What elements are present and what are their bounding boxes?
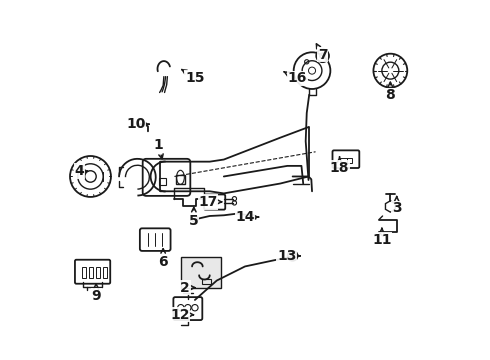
Text: 11: 11	[372, 229, 392, 247]
Text: 7: 7	[317, 44, 327, 62]
Bar	[103, 267, 107, 278]
Text: 1: 1	[154, 138, 164, 159]
Text: 13: 13	[277, 249, 300, 263]
Bar	[340, 158, 346, 163]
Bar	[96, 267, 100, 278]
Bar	[159, 177, 166, 185]
Bar	[202, 279, 211, 284]
Text: 10: 10	[126, 117, 149, 131]
Text: 3: 3	[392, 197, 401, 215]
Bar	[181, 257, 221, 288]
Bar	[347, 158, 352, 163]
Bar	[176, 175, 185, 184]
Text: 5: 5	[189, 207, 199, 228]
Text: 8: 8	[386, 82, 395, 102]
Text: 4: 4	[74, 164, 88, 178]
Bar	[89, 267, 93, 278]
Text: 16: 16	[284, 71, 307, 85]
Text: 9: 9	[91, 284, 101, 303]
Text: 2: 2	[180, 280, 195, 294]
Text: 12: 12	[170, 308, 194, 322]
Bar	[82, 267, 86, 278]
Text: 17: 17	[198, 195, 221, 209]
Text: 15: 15	[182, 69, 205, 85]
Text: 14: 14	[235, 210, 258, 224]
Text: 6: 6	[158, 249, 168, 269]
Text: 18: 18	[330, 157, 349, 175]
